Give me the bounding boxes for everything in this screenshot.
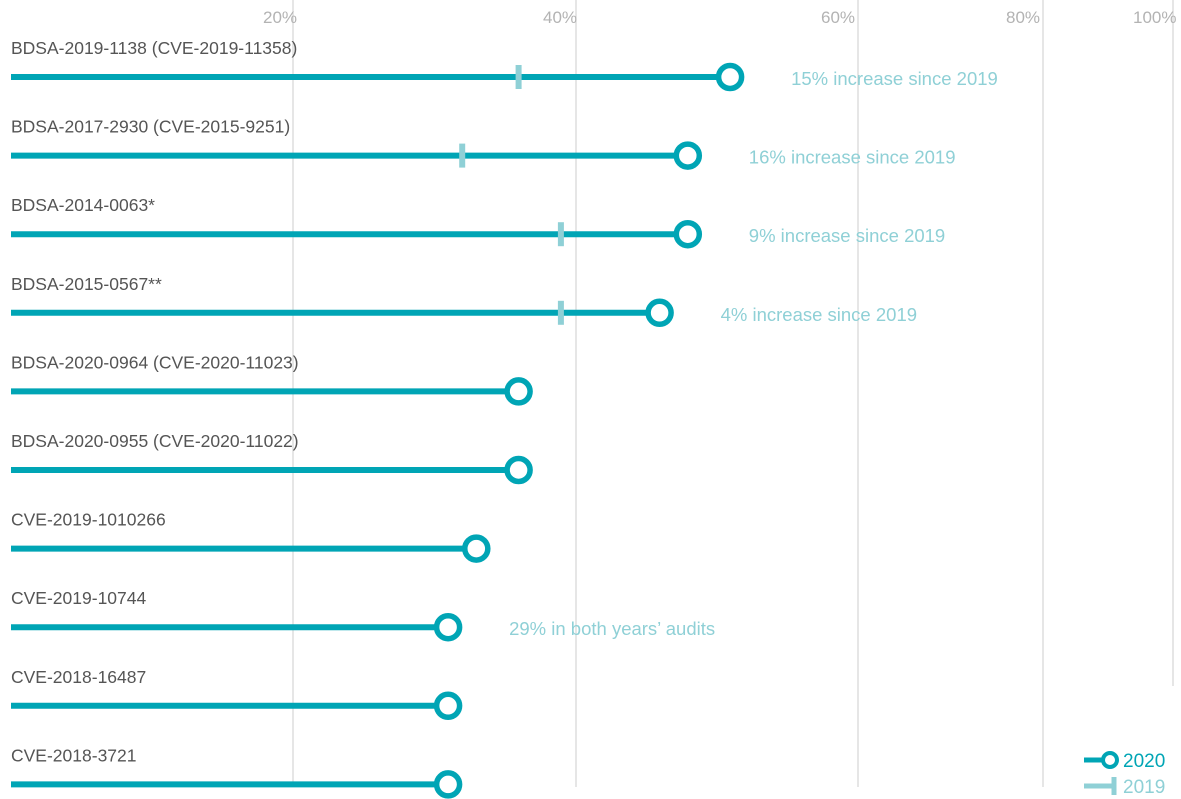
dot-2020 bbox=[504, 455, 533, 485]
row-label: BDSA-2019-1138 (CVE-2019-11358) bbox=[11, 38, 297, 58]
dot-2020 bbox=[645, 298, 674, 328]
row-label: BDSA-2014-0063* bbox=[11, 195, 155, 215]
dot-2020 bbox=[715, 62, 745, 92]
row-annotation: 9% increase since 2019 bbox=[749, 225, 945, 246]
x-tick-label: 20% bbox=[263, 8, 297, 27]
row-annotation: 4% increase since 2019 bbox=[721, 304, 917, 325]
legend-2019-label: 2019 bbox=[1123, 777, 1165, 798]
row-label: CVE-2018-3721 bbox=[11, 745, 137, 765]
x-tick-label: 100% bbox=[1133, 8, 1176, 27]
row-label: CVE-2019-1010266 bbox=[11, 510, 166, 530]
x-tick-label: 60% bbox=[821, 8, 855, 27]
x-tick-label: 40% bbox=[543, 8, 577, 27]
row-annotation: 29% in both years’ audits bbox=[509, 618, 715, 639]
dot-2020 bbox=[673, 141, 703, 170]
row-annotation: 16% increase since 2019 bbox=[749, 147, 956, 168]
row-label: BDSA-2020-0964 (CVE-2020-11023) bbox=[11, 352, 299, 372]
row-label: CVE-2019-10744 bbox=[11, 588, 146, 608]
row-label: CVE-2018-16487 bbox=[11, 667, 146, 687]
legend-2020-label: 2020 bbox=[1123, 751, 1165, 772]
legend-2020-marker bbox=[1101, 751, 1119, 769]
row-label: BDSA-2015-0567** bbox=[11, 274, 162, 294]
dot-2020 bbox=[433, 770, 463, 799]
row-label: BDSA-2017-2930 (CVE-2015-9251) bbox=[11, 117, 290, 137]
dot-2020 bbox=[433, 691, 463, 721]
row-label: BDSA-2020-0955 (CVE-2020-11022) bbox=[11, 431, 299, 451]
dot-2020 bbox=[504, 377, 533, 406]
dot-2020 bbox=[462, 534, 491, 563]
row-annotation: 15% increase since 2019 bbox=[791, 68, 998, 89]
x-tick-label: 80% bbox=[1006, 8, 1040, 27]
dot-2020 bbox=[433, 612, 463, 642]
dot-2020 bbox=[673, 219, 703, 249]
